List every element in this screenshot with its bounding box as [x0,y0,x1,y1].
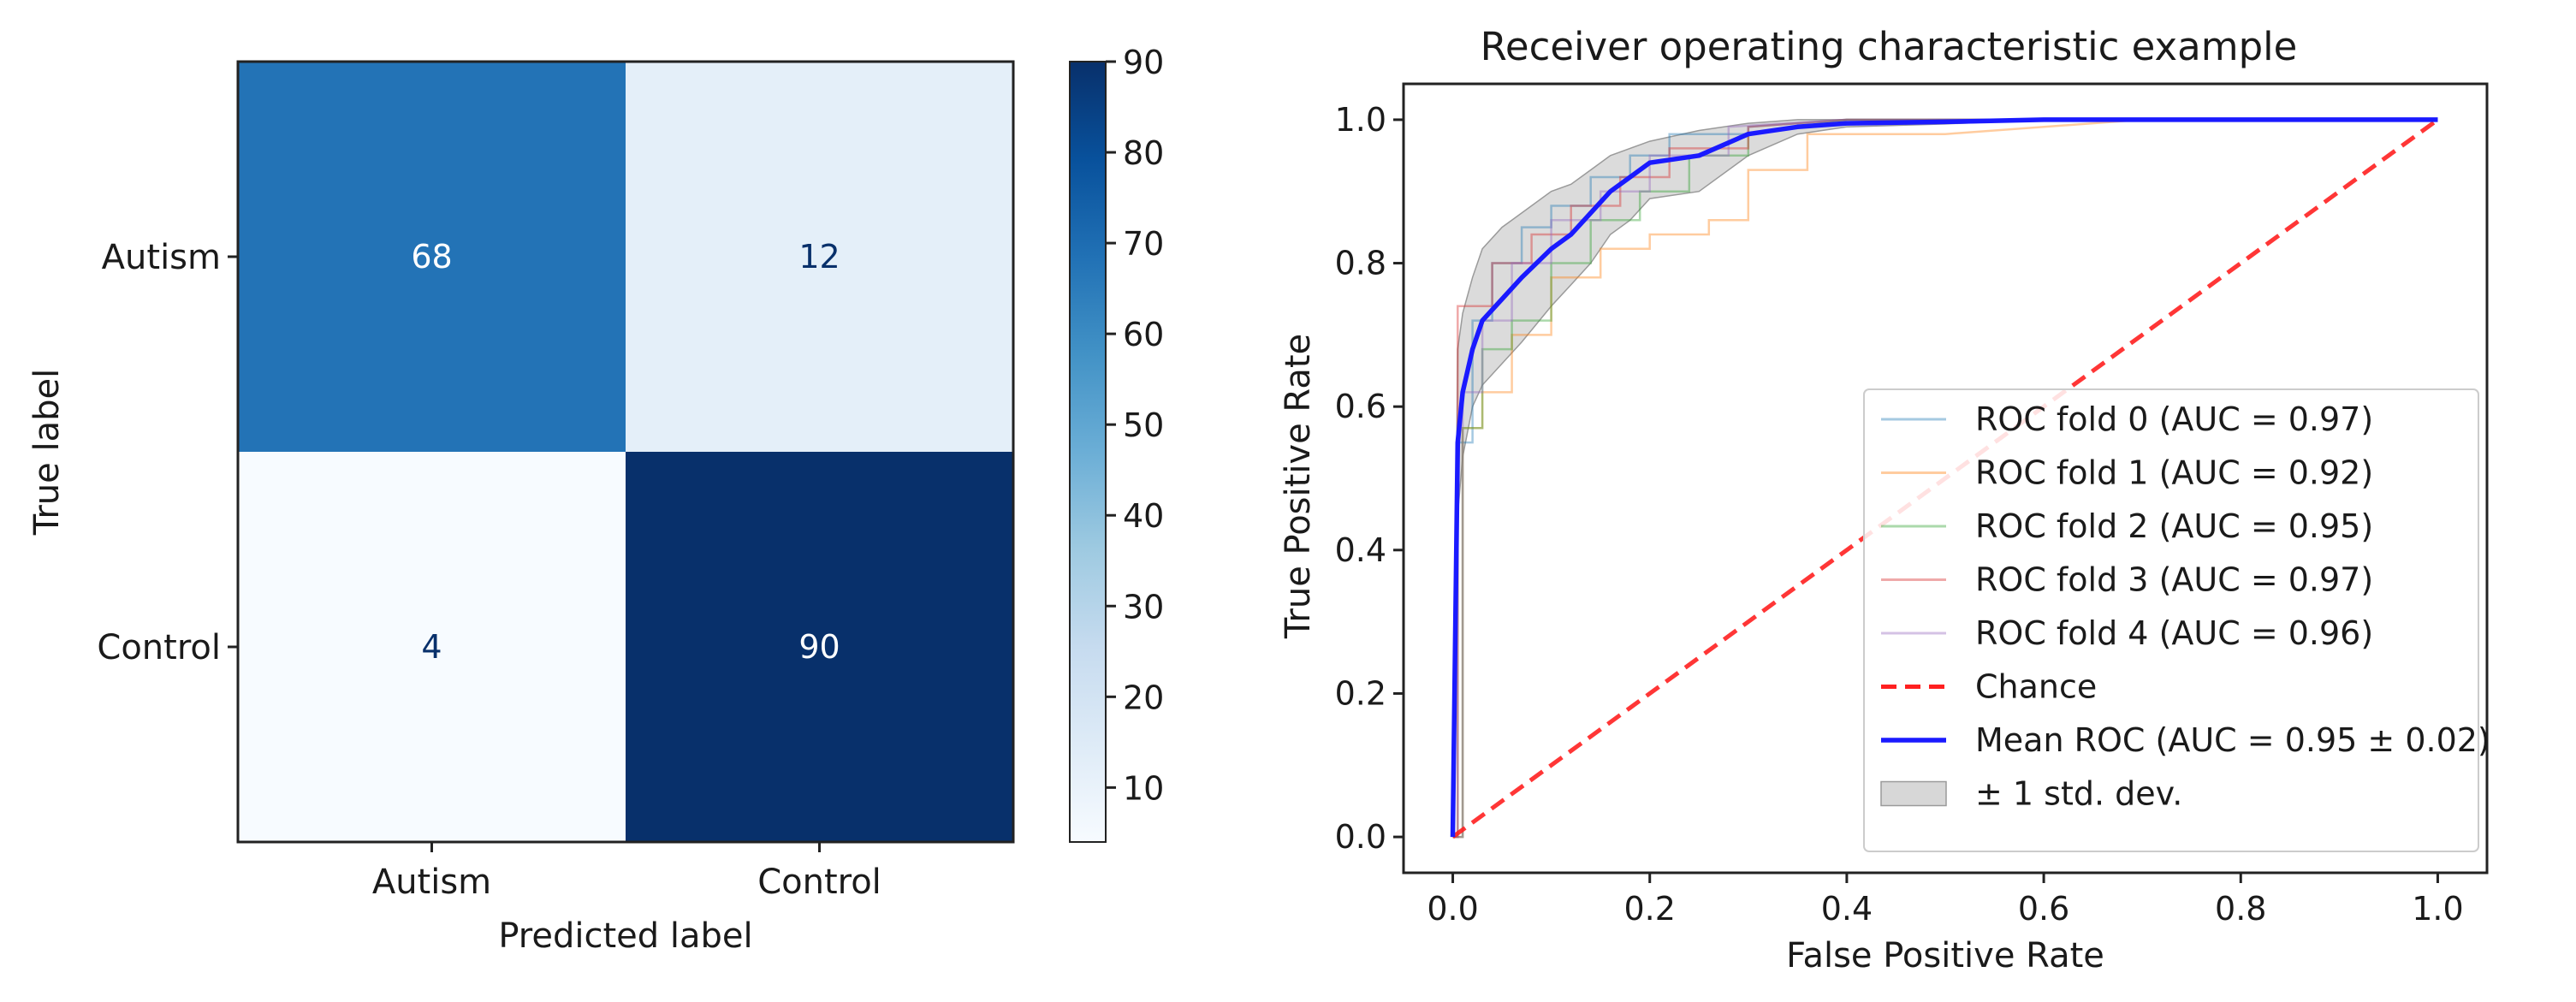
cm-values: 68 12 4 90 [411,238,840,666]
legend-swatch [1880,780,1947,807]
mean-roc-line [1450,117,2438,838]
roc-fold-line [1452,118,2438,839]
legend-label: ROC fold 0 (AUC = 0.97) [1975,400,2373,438]
colorbar-tick-label: 10 [1123,769,1164,807]
cm-ylabel: True label [27,369,67,536]
roc-xtick-label: 0.8 [2215,890,2266,928]
cm-cell [238,62,626,452]
cm-cell [626,452,1013,842]
roc-fold-line [1452,118,2438,839]
colorbar-tick-label: 90 [1123,44,1164,81]
roc-xtick-label: 0.4 [1821,890,1873,928]
legend-label: ROC fold 2 (AUC = 0.95) [1975,507,2373,545]
cm-cells [238,62,1013,842]
cm-cell-value: 68 [411,238,452,276]
cm-yticks: Autism Control [97,238,238,667]
colorbar-ticks: 10 20 30 40 50 60 70 80 90 [1106,44,1164,807]
roc-chart: Receiver operating characteristic exampl… [1279,24,2490,975]
roc-ytick-label: 0.2 [1335,674,1386,712]
legend-label: ROC fold 1 (AUC = 0.92) [1975,454,2373,492]
colorbar-tick-label: 40 [1123,497,1164,535]
colorbar-tick-label: 60 [1123,316,1164,353]
colorbar-tick-label: 20 [1123,679,1164,716]
legend-label: Mean ROC (AUC = 0.95 ± 0.02) [1975,721,2490,759]
cm-xtick-label: Autism [372,863,491,902]
roc-ytick-label: 0.6 [1335,388,1386,425]
colorbar-tick-label: 50 [1123,406,1164,444]
legend-items: ROC fold 0 (AUC = 0.97) ROC fold 1 (AUC =… [1880,400,2490,813]
cm-xticks: Autism Control [372,842,881,902]
roc-xtick-label: 0.0 [1427,890,1478,928]
legend-label: ROC fold 3 (AUC = 0.97) [1975,561,2373,599]
cm-ytick-label: Control [97,628,221,667]
legend-label: Chance [1975,668,2097,706]
colorbar-tick-label: 30 [1123,588,1164,626]
colorbar-tick-label: 80 [1123,134,1164,172]
legend-label: ROC fold 4 (AUC = 0.96) [1975,614,2373,652]
roc-fold-line [1452,118,2438,839]
cm-xtick-label: Control [757,863,881,902]
roc-xtick-label: 0.2 [1624,890,1676,928]
roc-ylabel: True Positive Rate [1279,334,1318,639]
roc-ytick-label: 1.0 [1335,101,1386,139]
cm-cell [238,452,626,842]
std-band-area [1451,119,2438,838]
roc-ytick-label: 0.0 [1335,818,1386,856]
roc-fold-line [1452,118,2438,839]
cm-xlabel: Predicted label [498,916,752,956]
cm-ytick-label: Autism [102,238,221,277]
colorbar-tick-label: 70 [1123,225,1164,263]
cm-frame [236,60,1015,844]
roc-ytick-label: 0.8 [1335,245,1386,282]
cm-cell-value: 4 [421,628,442,666]
roc-ytick-label: 0.4 [1335,531,1386,569]
legend-label: ± 1 std. dev. [1975,775,2182,813]
roc-xticks: 0.0 0.2 0.4 0.6 0.8 1.0 [1427,873,2464,928]
roc-frame [1402,82,2489,875]
cm-cell [626,62,1013,452]
colorbar: 10 20 30 40 50 60 70 80 90 [1069,44,1164,843]
roc-std-band [1451,119,2438,838]
roc-xlabel: False Positive Rate [1786,936,2104,975]
roc-title: Receiver operating characteristic exampl… [1481,24,2298,69]
colorbar-gradient [1069,61,1107,843]
confusion-matrix: 68 12 4 90 Autism Control Autism Control Pred… [27,60,1015,956]
cm-cell-value: 90 [798,628,840,666]
cm-cell-value: 12 [798,238,840,276]
roc-xtick-label: 0.6 [2018,890,2069,928]
roc-legend: ROC fold 0 (AUC = 0.97) ROC fold 1 (AUC =… [1863,388,2490,852]
roc-yticks: 0.0 0.2 0.4 0.6 0.8 1.0 [1335,101,1404,856]
roc-xtick-label: 1.0 [2412,890,2463,928]
legend-box [1863,388,2479,852]
